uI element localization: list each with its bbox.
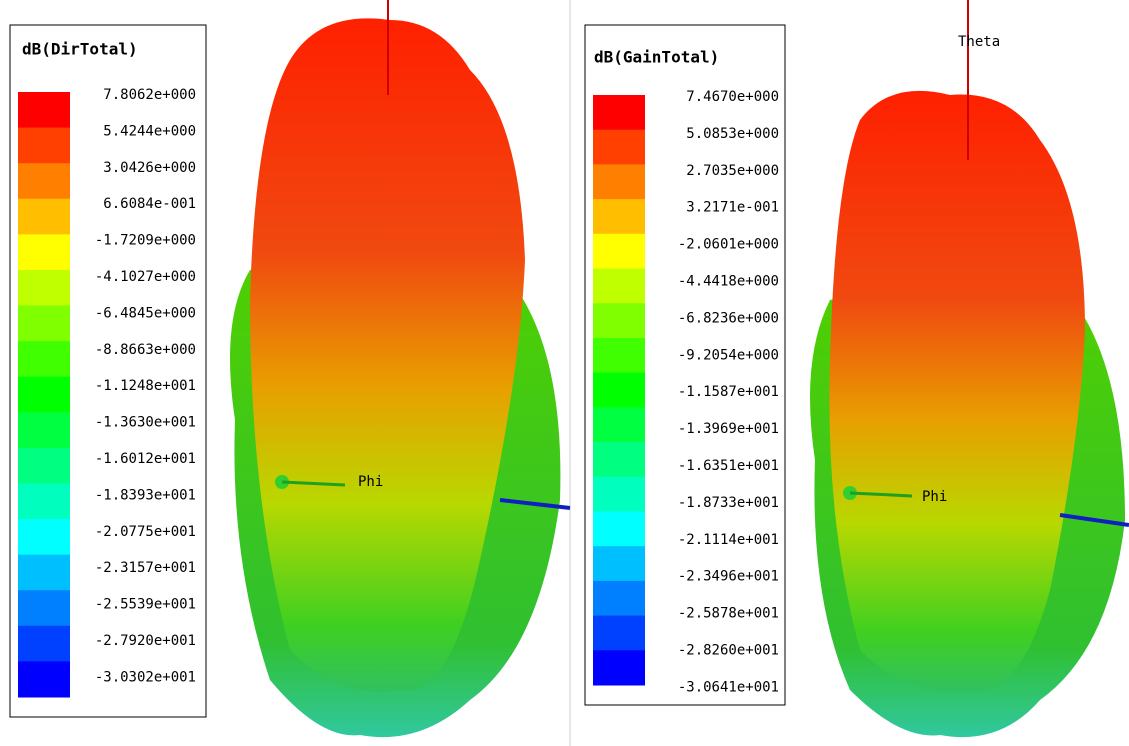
legend-label: -4.1027e+000: [95, 269, 196, 285]
color-swatch: [18, 555, 70, 591]
color-swatch: [18, 483, 70, 519]
legend-title: dB(GainTotal): [594, 48, 719, 67]
legend-label: -3.0641e+001: [678, 679, 779, 695]
color-swatch: [18, 661, 70, 697]
color-swatch: [593, 546, 645, 581]
color-swatch: [593, 650, 645, 685]
legend-label: -6.4845e+000: [95, 305, 196, 321]
color-swatch: [18, 270, 70, 306]
legend-label: -1.3969e+001: [678, 421, 779, 437]
legend-label: 2.7035e+000: [686, 163, 779, 179]
legend-label: -9.2054e+000: [678, 347, 779, 363]
legend-label: -6.8236e+000: [678, 310, 779, 326]
color-swatch: [593, 477, 645, 512]
color-swatch: [18, 199, 70, 235]
legend-label: 7.4670e+000: [686, 89, 779, 105]
pattern-3d: [230, 0, 570, 737]
legend-label: 3.0426e+000: [103, 160, 196, 176]
legend-label: -1.1248e+001: [95, 378, 196, 394]
legend-label: -2.7920e+001: [95, 633, 196, 649]
legend-label: -1.6012e+001: [95, 451, 196, 467]
axis-label: Phi: [358, 474, 383, 490]
legend-label: -2.3496e+001: [678, 569, 779, 585]
color-swatch: [593, 269, 645, 304]
legend-label: -1.3630e+001: [95, 415, 196, 431]
legend-label: -3.0302e+001: [95, 669, 196, 685]
color-swatch: [18, 412, 70, 448]
screenshot: dB(DirTotal) 7.8062e+000 5.4244e+000 3.0426…: [0, 0, 1129, 746]
color-swatch: [593, 95, 645, 130]
color-swatch: [18, 448, 70, 484]
color-swatch: [18, 519, 70, 555]
color-swatch: [593, 199, 645, 234]
color-swatch: [593, 164, 645, 199]
color-swatch: [18, 163, 70, 199]
legend-label: -4.4418e+000: [678, 274, 779, 290]
color-swatch: [593, 338, 645, 373]
color-swatch: [18, 128, 70, 164]
color-swatch: [593, 130, 645, 165]
legend-label: 3.2171e-001: [686, 200, 779, 216]
legend-label: 6.6084e-001: [103, 196, 196, 212]
color-swatch: [593, 511, 645, 546]
legend-label: -1.6351e+001: [678, 458, 779, 474]
legend-label: -1.1587e+001: [678, 384, 779, 400]
legend-label: -2.8260e+001: [678, 643, 779, 659]
color-swatch: [593, 581, 645, 616]
legend-label: -2.3157e+001: [95, 560, 196, 576]
axis-label: Phi: [922, 489, 947, 505]
color-swatch: [18, 234, 70, 270]
legend-label: -1.8733e+001: [678, 495, 779, 511]
color-swatch: [593, 234, 645, 269]
legend-label: -2.5539e+001: [95, 597, 196, 613]
legend-label: -2.1114e+001: [678, 532, 779, 548]
axis-label: Theta: [958, 34, 1000, 50]
color-swatch: [18, 377, 70, 413]
legend-label: -8.8663e+000: [95, 342, 196, 358]
color-swatch: [18, 341, 70, 377]
color-swatch: [18, 306, 70, 342]
pattern-3d: [810, 0, 1129, 737]
legend-label: 5.0853e+000: [686, 126, 779, 142]
legend-label: -1.7209e+000: [95, 233, 196, 249]
legend-label: 7.8062e+000: [103, 87, 196, 103]
color-swatch: [593, 442, 645, 477]
color-swatch: [593, 373, 645, 408]
legend-label: -2.0601e+000: [678, 237, 779, 253]
color-swatch: [593, 616, 645, 651]
legend-title: dB(DirTotal): [22, 40, 138, 59]
page: dB(DirTotal) 7.8062e+000 5.4244e+000 3.0426…: [0, 0, 1129, 746]
legend-label: 5.4244e+000: [103, 123, 196, 139]
color-swatch: [18, 590, 70, 626]
color-swatch: [18, 92, 70, 128]
legend-label: -2.0775e+001: [95, 524, 196, 540]
color-swatch: [593, 303, 645, 338]
color-swatch: [593, 407, 645, 442]
legend-label: -1.8393e+001: [95, 487, 196, 503]
color-swatch: [18, 626, 70, 662]
legend-label: -2.5878e+001: [678, 606, 779, 622]
